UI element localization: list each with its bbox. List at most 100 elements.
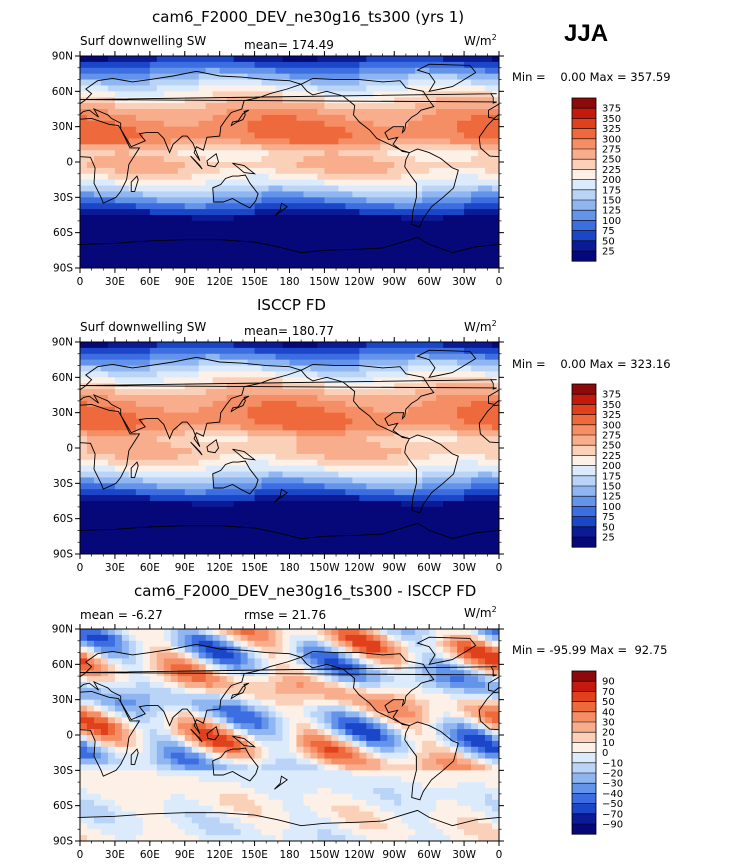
lon-tick-label: 0 <box>77 562 84 574</box>
lat-tick-label: 30S <box>53 765 73 777</box>
lon-tick-label: 90E <box>175 849 195 861</box>
colorbar-swatch <box>572 824 596 835</box>
colorbar-label: 100 <box>602 502 621 513</box>
panel-2-minmax: Min = 0.00 Max = 323.16 <box>512 357 671 371</box>
lon-tick-label: 120W <box>344 849 375 861</box>
colorbar-swatch <box>572 230 596 242</box>
colorbar-swatch <box>572 210 596 221</box>
colorbar-swatch <box>572 179 596 191</box>
lat-tick-label: 90S <box>53 549 73 561</box>
panel-3-units: W/m2 <box>464 605 497 620</box>
colorbar-swatch <box>572 681 596 692</box>
lat-tick-label: 30N <box>52 407 73 419</box>
lon-tick-label: 180 <box>279 276 299 288</box>
colorbar-label: 50 <box>602 236 615 247</box>
panel-3-minmax: Min = -95.99 Max = 92.75 <box>512 643 668 657</box>
lat-tick-label: 60N <box>52 372 73 384</box>
colorbar-label: −20 <box>602 769 623 780</box>
colorbar-label: 275 <box>602 145 621 156</box>
lat-tick-label: 90S <box>53 263 73 275</box>
colorbar-swatch <box>572 762 596 774</box>
lat-tick-label: 30N <box>52 694 73 706</box>
colorbar-label: 75 <box>602 226 615 237</box>
colorbar-swatch <box>572 435 596 446</box>
colorbar-swatch <box>572 701 596 713</box>
lat-tick-label: 90N <box>52 337 73 349</box>
lon-tick-label: 60E <box>140 276 160 288</box>
colorbar-swatch <box>572 394 596 405</box>
colorbar-label: 70 <box>602 687 615 698</box>
colorbar-label: −40 <box>602 789 623 800</box>
colorbar-swatch <box>572 475 596 487</box>
colorbar-label: −50 <box>602 799 623 810</box>
lat-tick-label: 90N <box>52 51 73 63</box>
lat-tick-label: 90N <box>52 624 73 636</box>
lon-tick-label: 30W <box>452 276 476 288</box>
colorbar-label: 225 <box>602 451 621 462</box>
colorbar-label: 25 <box>602 247 615 258</box>
colorbar-label: 275 <box>602 431 621 442</box>
colorbar-label: 250 <box>602 441 621 452</box>
colorbar-label: 20 <box>602 728 615 739</box>
colorbar-swatch <box>572 118 596 129</box>
lon-tick-label: 0 <box>77 276 84 288</box>
lon-tick-label: 120W <box>344 562 375 574</box>
lon-tick-label: 60W <box>417 276 441 288</box>
colorbar-label: 50 <box>602 522 615 533</box>
colorbar-swatch <box>572 240 596 252</box>
colorbar-label: 30 <box>602 718 615 729</box>
colorbar-swatch <box>572 98 596 109</box>
colorbar-swatch <box>572 455 596 466</box>
colorbar-swatch <box>572 189 596 201</box>
colorbar-label: 250 <box>602 155 621 166</box>
colorbar-label: 40 <box>602 707 615 718</box>
colorbar-swatch <box>572 445 596 456</box>
lat-tick-label: 60S <box>53 227 73 239</box>
lat-tick-label: 60S <box>53 800 73 812</box>
lon-tick-label: 60W <box>417 849 441 861</box>
colorbar-swatch <box>572 773 596 784</box>
coastlines <box>80 63 499 268</box>
colorbar-swatch <box>572 465 596 477</box>
colorbar-swatch <box>572 506 596 517</box>
lon-tick-label: 0 <box>77 849 84 861</box>
lon-tick-label: 60E <box>140 849 160 861</box>
colorbar-label: 300 <box>602 134 621 145</box>
colorbar-swatch <box>572 169 596 180</box>
colorbar-swatch <box>572 414 596 426</box>
colorbar-label: 10 <box>602 738 615 749</box>
colorbar-swatch <box>572 537 596 548</box>
colorbar-swatch <box>572 516 596 528</box>
colorbar-swatch <box>572 251 596 262</box>
colorbar-label: 350 <box>602 114 621 125</box>
lon-tick-label: 60E <box>140 562 160 574</box>
contour-field <box>80 629 499 841</box>
colorbar-swatch <box>572 138 596 150</box>
colorbar-label: 300 <box>602 420 621 431</box>
lon-tick-label: 180 <box>279 562 299 574</box>
colorbar-label: 0 <box>602 748 608 759</box>
colorbar-label: 150 <box>602 196 621 207</box>
colorbar-swatch <box>572 711 596 723</box>
lon-tick-label: 90W <box>382 849 406 861</box>
colorbar-label: 25 <box>602 533 615 544</box>
colorbar-swatch <box>572 783 596 794</box>
lon-tick-label: 150E <box>241 849 268 861</box>
colorbar-label: 125 <box>602 492 621 503</box>
colorbar-label: 175 <box>602 185 621 196</box>
lon-tick-label: 180 <box>279 849 299 861</box>
colorbar-label: −70 <box>602 809 623 820</box>
panel-3-title: cam6_F2000_DEV_ne30g16_ts300 - ISCCP FD <box>134 582 477 600</box>
lon-tick-label: 150E <box>241 276 268 288</box>
colorbar-label: −30 <box>602 779 623 790</box>
map-panel-2: 90N 60N 30N 0 30S 60S 90S 0 30E 60E 90E 120E 150E 180… <box>52 337 621 575</box>
colorbar-label: 50 <box>602 697 615 708</box>
colorbar-swatch <box>572 149 596 160</box>
colorbar-swatch <box>572 159 596 170</box>
lat-tick-label: 90S <box>53 836 73 848</box>
lon-tick-label: 30E <box>105 849 125 861</box>
lon-tick-label: 30W <box>452 849 476 861</box>
colorbar-label: 375 <box>602 104 621 115</box>
panel-1-title: cam6_F2000_DEV_ne30g16_ts300 (yrs 1) <box>152 8 465 26</box>
